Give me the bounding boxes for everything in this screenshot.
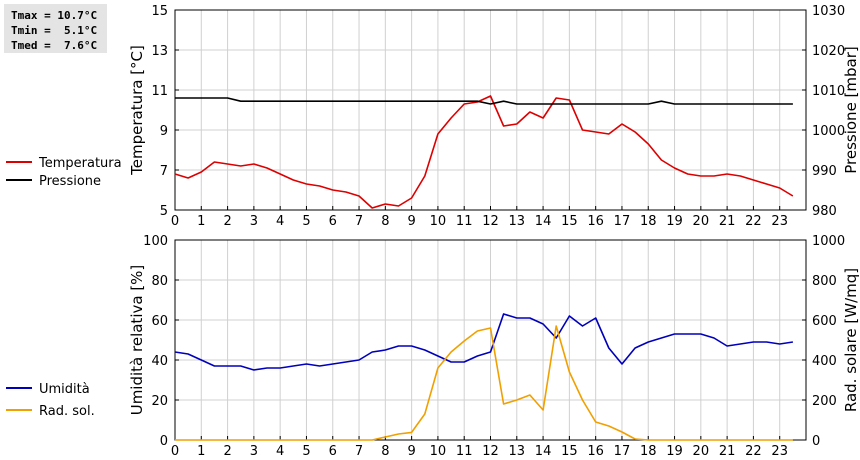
y2-tick-label: 0 xyxy=(812,434,820,449)
x-tick-label: 9 xyxy=(407,214,415,229)
x-tick-label: 17 xyxy=(614,444,631,459)
x-tick-label: 2 xyxy=(223,444,231,459)
y2-tick-label: 1030 xyxy=(812,4,845,19)
y-tick-label: 100 xyxy=(143,234,168,249)
y-tick-label: 60 xyxy=(151,314,168,329)
x-tick-label: 4 xyxy=(276,214,284,229)
x-tick-label: 4 xyxy=(276,444,284,459)
y2-tick-label: 990 xyxy=(812,164,837,179)
y-axis-label: Temperatura [°C] xyxy=(128,45,146,176)
x-tick-label: 8 xyxy=(381,214,389,229)
y-tick-label: 80 xyxy=(151,274,168,289)
chart-panel-2: 0 1 2 3 4 5 6 7 8 9 10 11 12 13 14 15 16 17 18 19 20 21 22 2302… xyxy=(6,234,860,459)
x-tick-label: 16 xyxy=(587,214,604,229)
x-tick-label: 10 xyxy=(430,444,447,459)
y2-axis-label: Rad. solare [W/mq] xyxy=(842,268,860,412)
x-tick-label: 0 xyxy=(171,444,179,459)
legend-label: Temperatura xyxy=(38,156,122,171)
x-tick-label: 20 xyxy=(693,214,710,229)
x-tick-label: 3 xyxy=(250,214,258,229)
y-tick-label: 13 xyxy=(151,44,168,59)
y-tick-label: 7 xyxy=(160,164,168,179)
series-line-pressione xyxy=(175,97,793,105)
y2-tick-label: 400 xyxy=(812,354,837,369)
y-tick-label: 5 xyxy=(160,204,168,219)
y2-axis-label: Pressione [mbar] xyxy=(842,46,860,174)
x-tick-label: 22 xyxy=(745,444,762,459)
x-tick-label: 17 xyxy=(614,214,631,229)
x-tick-label: 10 xyxy=(430,214,447,229)
y-tick-label: 15 xyxy=(151,4,168,19)
x-tick-label: 9 xyxy=(407,444,415,459)
x-tick-label: 21 xyxy=(719,444,736,459)
series-line-temperatura xyxy=(174,95,794,209)
x-tick-label: 7 xyxy=(355,444,363,459)
y2-tick-label: 1000 xyxy=(812,234,845,249)
x-tick-label: 15 xyxy=(561,214,578,229)
temperature-stats-box: Tmax = 10.7°C Tmin = 5.1°C Tmed = 7.6°C xyxy=(4,4,107,53)
y-axis-label: Umidità relativa [%] xyxy=(128,265,146,416)
stat-tmed: Tmed = 7.6°C xyxy=(11,39,98,52)
y2-tick-label: 1000 xyxy=(812,124,845,139)
x-tick-label: 23 xyxy=(771,444,788,459)
y2-tick-label: 800 xyxy=(812,274,837,289)
y-tick-label: 9 xyxy=(160,124,168,139)
x-tick-label: 21 xyxy=(719,214,736,229)
y2-tick-label: 980 xyxy=(812,204,837,219)
stat-tmin: Tmin = 5.1°C xyxy=(11,24,98,37)
x-tick-label: 11 xyxy=(456,444,473,459)
x-tick-label: 19 xyxy=(666,444,683,459)
y-tick-label: 11 xyxy=(151,84,168,99)
x-tick-label: 14 xyxy=(535,444,552,459)
x-tick-label: 22 xyxy=(745,214,762,229)
x-tick-label: 6 xyxy=(329,444,337,459)
x-tick-label: 1 xyxy=(197,444,205,459)
legend-label: Pressione xyxy=(39,174,101,189)
x-tick-label: 12 xyxy=(482,214,499,229)
x-tick-label: 23 xyxy=(771,214,788,229)
y-tick-label: 0 xyxy=(160,434,168,449)
chart-panel-1: 0 1 2 3 4 5 6 7 8 9 10 11 12 13 14 15 16 17 18 19 20 21 22 2357… xyxy=(6,4,860,229)
x-tick-label: 18 xyxy=(640,444,657,459)
x-tick-label: 20 xyxy=(693,444,710,459)
y-tick-label: 20 xyxy=(151,394,168,409)
x-tick-label: 5 xyxy=(302,214,310,229)
x-tick-label: 13 xyxy=(509,444,526,459)
series-line-rad-sol xyxy=(175,325,793,441)
x-tick-label: 1 xyxy=(197,214,205,229)
y-tick-label: 40 xyxy=(151,354,168,369)
x-tick-label: 12 xyxy=(482,444,499,459)
stat-tmax: Tmax = 10.7°C xyxy=(11,9,98,22)
x-tick-label: 18 xyxy=(640,214,657,229)
x-tick-label: 13 xyxy=(509,214,526,229)
x-tick-label: 2 xyxy=(223,214,231,229)
legend-label: Rad. sol. xyxy=(39,404,95,419)
x-tick-label: 11 xyxy=(456,214,473,229)
x-tick-label: 16 xyxy=(587,444,604,459)
x-tick-label: 3 xyxy=(250,444,258,459)
y2-tick-label: 1010 xyxy=(812,84,845,99)
x-tick-label: 6 xyxy=(329,214,337,229)
x-tick-label: 7 xyxy=(355,214,363,229)
y2-tick-label: 1020 xyxy=(812,44,845,59)
series-line-umidit xyxy=(174,313,794,371)
legend-label: Umidità xyxy=(39,382,90,397)
x-tick-label: 15 xyxy=(561,444,578,459)
x-tick-label: 8 xyxy=(381,444,389,459)
x-tick-label: 19 xyxy=(666,214,683,229)
x-tick-label: 5 xyxy=(302,444,310,459)
y2-tick-label: 200 xyxy=(812,394,837,409)
x-tick-label: 14 xyxy=(535,214,552,229)
y2-tick-label: 600 xyxy=(812,314,837,329)
x-tick-label: 0 xyxy=(171,214,179,229)
